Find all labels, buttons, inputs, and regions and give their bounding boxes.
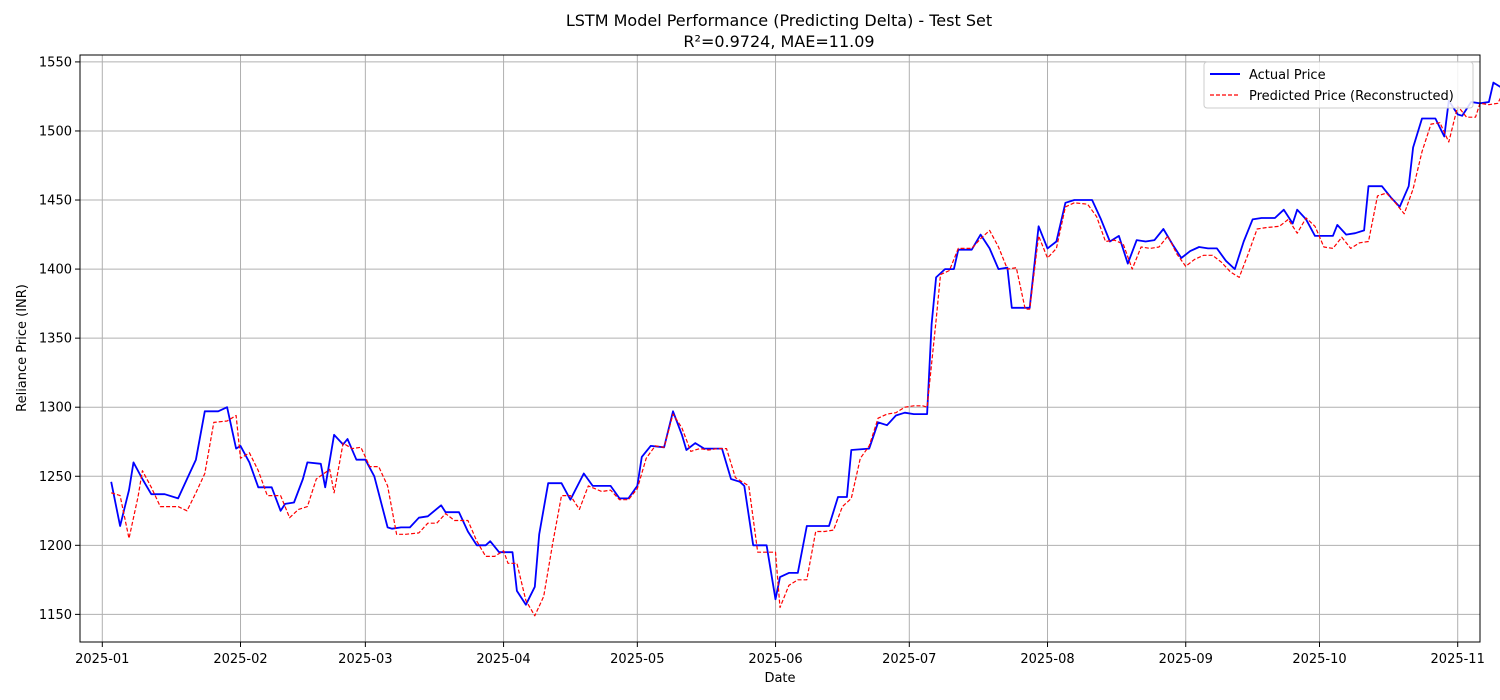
y-tick-label: 1550 <box>39 55 72 70</box>
x-tick-label: 2025-07 <box>882 652 936 667</box>
y-tick-label: 1200 <box>39 539 72 554</box>
actual-price-line <box>110 81 1500 606</box>
x-tick-label: 2025-08 <box>1020 652 1074 667</box>
x-tick-label: 2025-03 <box>338 652 392 667</box>
legend-actual-label: Actual Price <box>1249 68 1326 83</box>
series-layer <box>110 81 1500 617</box>
ticks: 2025-01 2025-02 2025-03 2025-04 2025-05 2025-… <box>39 55 1485 667</box>
legend-predicted-label: Predicted Price (Reconstructed) <box>1249 89 1454 104</box>
x-tick-label: 2025-10 <box>1292 652 1346 667</box>
x-tick-label: 2025-11 <box>1431 652 1485 667</box>
y-tick-label: 1350 <box>39 332 72 347</box>
y-tick-label: 1500 <box>39 124 72 139</box>
legend: Actual Price Predicted Price (Reconstruc… <box>1203 61 1474 109</box>
y-tick-label: 1400 <box>39 263 72 278</box>
x-tick-label: 2025-05 <box>610 652 664 667</box>
x-tick-label: 2025-02 <box>213 652 267 667</box>
plot-frame <box>79 54 1481 643</box>
y-tick-label: 1450 <box>39 194 72 209</box>
x-tick-label: 2025-09 <box>1159 652 1213 667</box>
legend-box <box>1203 61 1474 109</box>
x-axis-label: Date <box>764 671 795 686</box>
x-tick-label: 2025-06 <box>748 652 802 667</box>
grid <box>80 55 1480 642</box>
y-tick-label: 1300 <box>39 401 72 416</box>
y-tick-label: 1150 <box>39 608 72 623</box>
predicted-price-line <box>111 97 1500 617</box>
y-axis-label: Reliance Price (INR) <box>15 284 30 412</box>
chart-subtitle: R²=0.9724, MAE=11.09 <box>683 32 874 51</box>
chart-title: LSTM Model Performance (Predicting Delta… <box>566 11 992 30</box>
x-tick-label: 2025-04 <box>476 652 530 667</box>
y-tick-label: 1250 <box>39 470 72 485</box>
x-tick-label: 2025-01 <box>75 652 129 667</box>
